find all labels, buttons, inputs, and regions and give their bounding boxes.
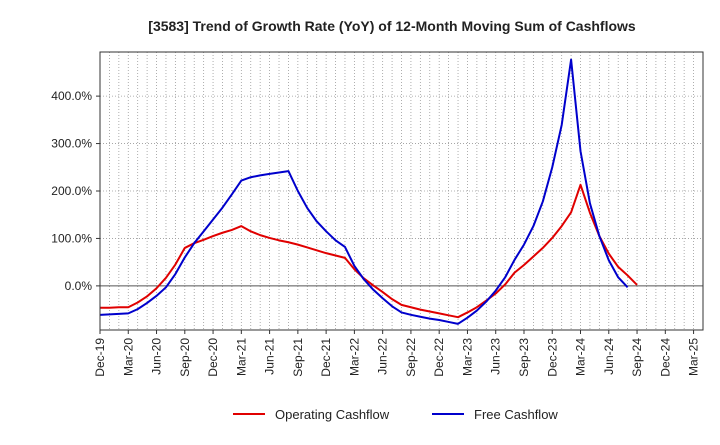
x-tick-label: Sep-23: [517, 338, 531, 377]
y-tick-label: 100.0%: [51, 231, 92, 245]
series-lines: [99, 58, 638, 325]
x-tick-label: Jun-21: [263, 338, 277, 375]
x-tick-label: Dec-20: [206, 338, 220, 377]
x-tick-label: Dec-24: [658, 338, 672, 377]
x-tick-label: Jun-20: [150, 338, 164, 375]
x-tick-label: Mar-22: [347, 338, 361, 376]
x-tick-label: Dec-22: [432, 338, 446, 377]
x-tick-label: Jun-23: [489, 338, 503, 375]
x-tick-label: Dec-21: [319, 338, 333, 377]
x-tick-label: Mar-21: [234, 338, 248, 376]
grid-lines: [100, 52, 703, 330]
x-tick-label: Sep-22: [404, 338, 418, 377]
x-tick-label: Sep-20: [178, 338, 192, 377]
chart-title: [3583] Trend of Growth Rate (YoY) of 12-…: [148, 18, 636, 34]
x-tick-label: Mar-20: [121, 338, 135, 376]
x-axis-ticks: Dec-19 Mar-20 Jun-20 Sep-20 Dec-20 Mar-21 Jun-…: [93, 330, 701, 377]
y-tick-label: 200.0%: [51, 184, 92, 198]
legend: Operating Cashflow Free Cashflow: [233, 407, 558, 422]
y-tick-label: 300.0%: [51, 137, 92, 151]
legend-label-operating-cashflow: Operating Cashflow: [275, 407, 390, 422]
series-line-operating-cashflow: [100, 183, 638, 319]
y-axis-ticks: 0.0% 100.0% 200.0% 300.0% 400.0%: [51, 89, 100, 293]
x-tick-label: Mar-24: [574, 338, 588, 376]
x-tick-label: Dec-19: [93, 338, 107, 377]
x-tick-label: Sep-24: [630, 338, 644, 377]
x-tick-label: Sep-21: [291, 338, 305, 377]
series-line-free-cashflow: [99, 58, 629, 325]
x-tick-label: Mar-25: [687, 338, 701, 376]
legend-label-free-cashflow: Free Cashflow: [474, 407, 558, 422]
x-tick-label: Jun-22: [376, 338, 390, 375]
x-tick-label: Dec-23: [545, 338, 559, 377]
y-tick-label: 400.0%: [51, 89, 92, 103]
x-tick-label: Mar-23: [460, 338, 474, 376]
x-tick-label: Jun-24: [602, 338, 616, 375]
y-tick-label: 0.0%: [65, 279, 93, 293]
